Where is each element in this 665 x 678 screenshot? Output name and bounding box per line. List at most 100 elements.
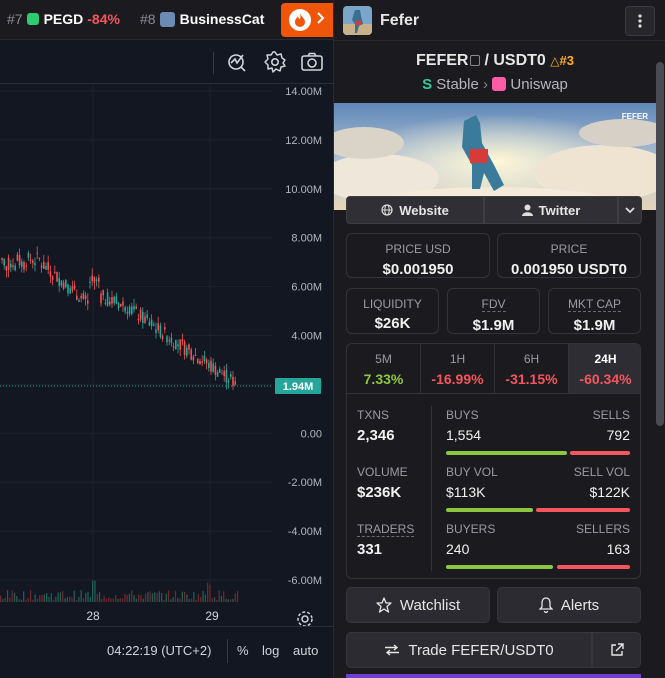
panel-scrollbar[interactable] <box>656 62 664 426</box>
tab-change: 7.33% <box>363 371 404 387</box>
token-avatar <box>343 6 372 35</box>
twitter-label: Twitter <box>538 202 581 218</box>
token-logo-icon <box>26 13 39 25</box>
volume-bar <box>124 594 126 602</box>
tab-label: 1H <box>449 352 466 366</box>
buys-value: 1,554 <box>446 427 482 443</box>
volume-bar <box>16 596 18 602</box>
sellers-bar <box>557 565 630 569</box>
dex-name[interactable]: Uniswap <box>510 76 568 93</box>
candle-body <box>120 303 122 307</box>
tab-1h[interactable]: 1H -16.99% <box>421 344 495 393</box>
volume-bar <box>174 590 177 602</box>
camera-icon[interactable] <box>300 50 324 74</box>
candle-body <box>133 305 135 310</box>
open-external-button[interactable] <box>592 632 641 668</box>
traders-value: 331 <box>357 541 383 558</box>
candle-body <box>25 265 27 267</box>
chain-name[interactable]: Stable <box>436 76 479 93</box>
candle-body <box>159 325 162 337</box>
candle-body <box>148 322 151 326</box>
volume-bar <box>209 584 211 602</box>
indicators-icon[interactable] <box>225 50 249 74</box>
ticker-rank: #7 <box>7 11 23 27</box>
chevron-down-icon <box>625 206 635 213</box>
candle-body <box>38 257 41 259</box>
price-chart[interactable]: 14.00M12.00M10.00M8.00M6.00M4.00M2.00M0.… <box>0 40 333 678</box>
price-quote-value: 0.001950 USDT0 <box>511 261 627 278</box>
candle-body <box>192 356 195 361</box>
tab-24h[interactable]: 24H -60.34% <box>569 344 640 393</box>
candle-body <box>10 263 12 268</box>
ticker-item-pegd[interactable]: #7 PEGD -84% <box>7 11 120 27</box>
kebab-menu-icon <box>638 14 642 28</box>
candle-body <box>69 288 71 294</box>
candle-body <box>16 254 19 261</box>
candle-body <box>181 339 184 342</box>
volume-bar <box>170 599 172 602</box>
candle-body <box>216 372 219 377</box>
twitter-link[interactable]: Twitter <box>484 196 618 224</box>
y-axis-label: -2.00M <box>288 477 322 489</box>
settings-gear-icon[interactable] <box>263 50 287 74</box>
buy-volume-value: $113K <box>446 484 486 500</box>
volume-bar <box>4 597 6 602</box>
candle-body <box>223 370 225 377</box>
website-link[interactable]: Website <box>346 196 484 224</box>
trending-expand-button[interactable] <box>281 3 333 37</box>
candle-body <box>49 271 52 277</box>
quote-symbol: / USDT0 <box>484 52 546 69</box>
volume-bar <box>188 599 190 602</box>
volume-bar <box>96 594 98 602</box>
tab-change: -31.15% <box>505 371 558 387</box>
fdv-value: $1.9M <box>472 317 515 334</box>
mktcap-value: $1.9M <box>573 317 616 334</box>
ticker-item-businesscat[interactable]: #8 BusinessCat <box>140 11 264 27</box>
tab-change: -60.34% <box>579 371 632 387</box>
y-axis-label: 10.00M <box>285 184 322 196</box>
volume-bar <box>218 590 220 602</box>
sellers-label: SELLERS <box>575 522 630 536</box>
watchlist-button[interactable]: Watchlist <box>346 587 490 623</box>
volume-bar <box>18 599 20 602</box>
tab-5m[interactable]: 5M 7.33% <box>347 344 421 393</box>
copy-icon[interactable] <box>470 55 481 66</box>
toolbar-divider <box>213 52 214 74</box>
volume-bar <box>11 590 13 602</box>
percent-scale-toggle[interactable]: % <box>237 643 249 658</box>
trade-button[interactable]: Trade FEFER/USDT0 <box>346 632 592 668</box>
chart-clock: 04:22:19 (UTC+2) <box>107 643 212 658</box>
more-menu-button[interactable] <box>625 6 655 36</box>
more-links-button[interactable] <box>618 196 642 224</box>
candle-body <box>146 314 148 319</box>
volume-bar <box>193 591 195 602</box>
volume-bar <box>190 598 193 602</box>
volume-bar <box>236 590 239 602</box>
volume-bar <box>128 593 131 602</box>
volume-bar <box>89 597 91 602</box>
volume-bar <box>59 592 62 602</box>
volume-bar <box>184 591 186 602</box>
volume-bar <box>20 599 22 602</box>
txns-row: TXNS 2,346 BUYS 1,554 SELLS 792 <box>347 408 640 465</box>
tab-6h[interactable]: 6H -31.15% <box>495 344 569 393</box>
volume-bar <box>167 590 170 602</box>
volume-bar <box>55 596 57 602</box>
chart-bottom-bar: 04:22:19 (UTC+2) % log auto <box>0 626 333 678</box>
auto-scale-toggle[interactable]: auto <box>293 643 319 658</box>
candle-body <box>131 306 133 314</box>
panel-title: Fefer <box>380 12 420 29</box>
price-usd-label: PRICE USD <box>385 242 451 256</box>
volume-bar <box>69 596 71 602</box>
volume-bar <box>225 598 227 602</box>
alerts-button[interactable]: Alerts <box>497 587 641 623</box>
candle-body <box>40 265 43 268</box>
volume-bar <box>34 594 36 602</box>
token-banner-image: FEFER <box>334 103 659 210</box>
y-axis-label: -4.00M <box>288 526 322 538</box>
log-scale-toggle[interactable]: log <box>262 643 280 658</box>
candlestick-chart[interactable]: 14.00M12.00M10.00M8.00M6.00M4.00M2.00M0.… <box>0 40 333 666</box>
base-symbol[interactable]: FEFER <box>416 52 469 69</box>
volume-bar <box>223 591 225 602</box>
volume-bar <box>101 598 103 602</box>
